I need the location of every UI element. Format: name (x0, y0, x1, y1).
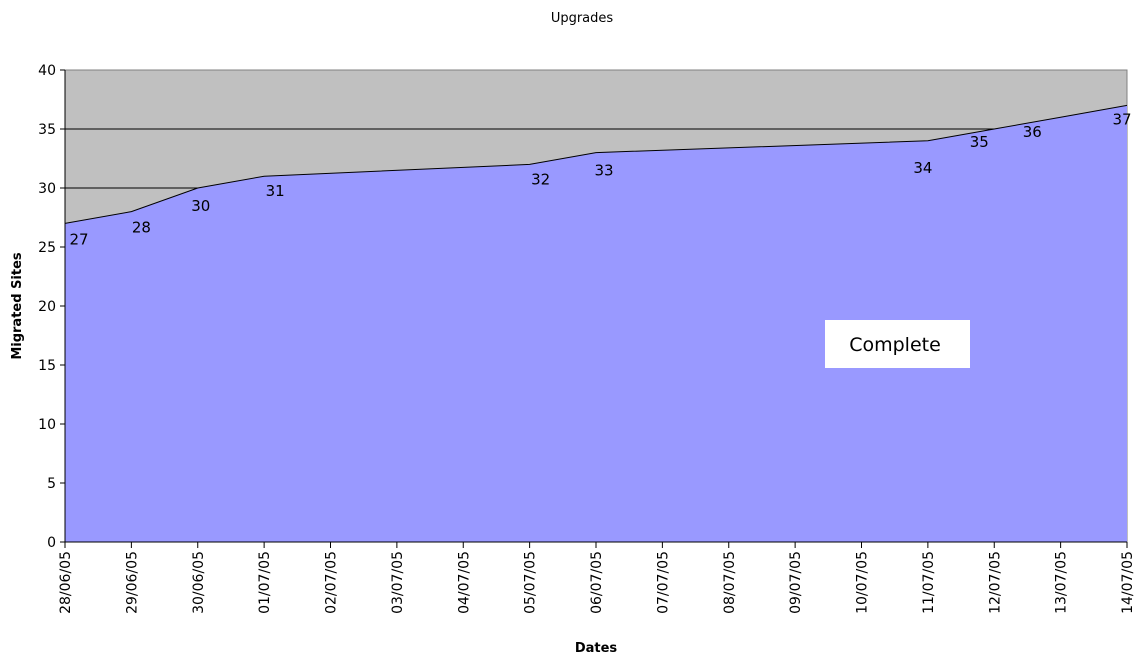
data-label: 31 (266, 182, 285, 200)
data-label: 36 (1023, 123, 1042, 141)
y-tick-label: 25 (38, 240, 56, 256)
y-tick-label: 40 (38, 63, 56, 79)
y-axis-ticks: 0 5 10 15 20 25 30 35 40 (38, 63, 65, 551)
x-tick-label: 07/07/05 (655, 551, 671, 614)
data-label: 32 (531, 170, 550, 188)
x-tick-label: 03/07/05 (390, 551, 406, 614)
data-label: 37 (1112, 110, 1131, 128)
legend: Complete (825, 320, 970, 368)
x-tick-label: 02/07/05 (324, 551, 340, 614)
x-tick-label: 12/07/05 (987, 551, 1003, 614)
x-tick-label: 08/07/05 (722, 551, 738, 614)
data-label: 33 (594, 162, 613, 180)
y-tick-label: 35 (38, 122, 56, 138)
x-axis-ticks: 28/06/05 29/06/05 30/06/05 01/07/05 02/07/05… (58, 542, 1136, 614)
y-tick-label: 15 (38, 358, 56, 374)
x-tick-label: 06/07/05 (589, 551, 605, 614)
x-tick-label: 14/07/05 (1120, 551, 1136, 614)
chart-title: Upgrades (551, 11, 614, 26)
x-tick-label: 28/06/05 (58, 551, 74, 614)
x-tick-label: 10/07/05 (855, 551, 871, 614)
x-tick-label: 13/07/05 (1054, 551, 1070, 614)
x-tick-label: 29/06/05 (124, 551, 140, 614)
x-axis-label: Dates (575, 641, 618, 654)
y-axis-label: Migrated Sites (10, 252, 25, 360)
data-label: 27 (69, 230, 88, 248)
series-complete-area (65, 105, 1127, 543)
data-labels: 27 28 30 31 32 33 34 35 36 37 (69, 110, 1131, 248)
legend-box (825, 320, 970, 368)
x-tick-label: 01/07/05 (257, 551, 273, 614)
data-label: 35 (970, 133, 989, 151)
y-tick-label: 10 (38, 417, 56, 433)
x-tick-label: 11/07/05 (921, 551, 937, 614)
x-tick-label: 05/07/05 (523, 551, 539, 614)
series-complete-line (64, 104, 1128, 224)
y-tick-label: 20 (38, 299, 56, 315)
data-label: 34 (913, 159, 932, 177)
y-tick-label: 30 (38, 181, 56, 197)
x-tick-label: 09/07/05 (788, 551, 804, 614)
x-tick-label: 04/07/05 (456, 551, 472, 614)
y-tick-label: 0 (47, 535, 56, 551)
y-tick-label: 5 (47, 476, 56, 492)
data-label: 28 (132, 219, 151, 237)
legend-text: Complete (849, 334, 941, 356)
data-label: 30 (191, 197, 210, 215)
x-tick-label: 30/06/05 (191, 551, 207, 614)
